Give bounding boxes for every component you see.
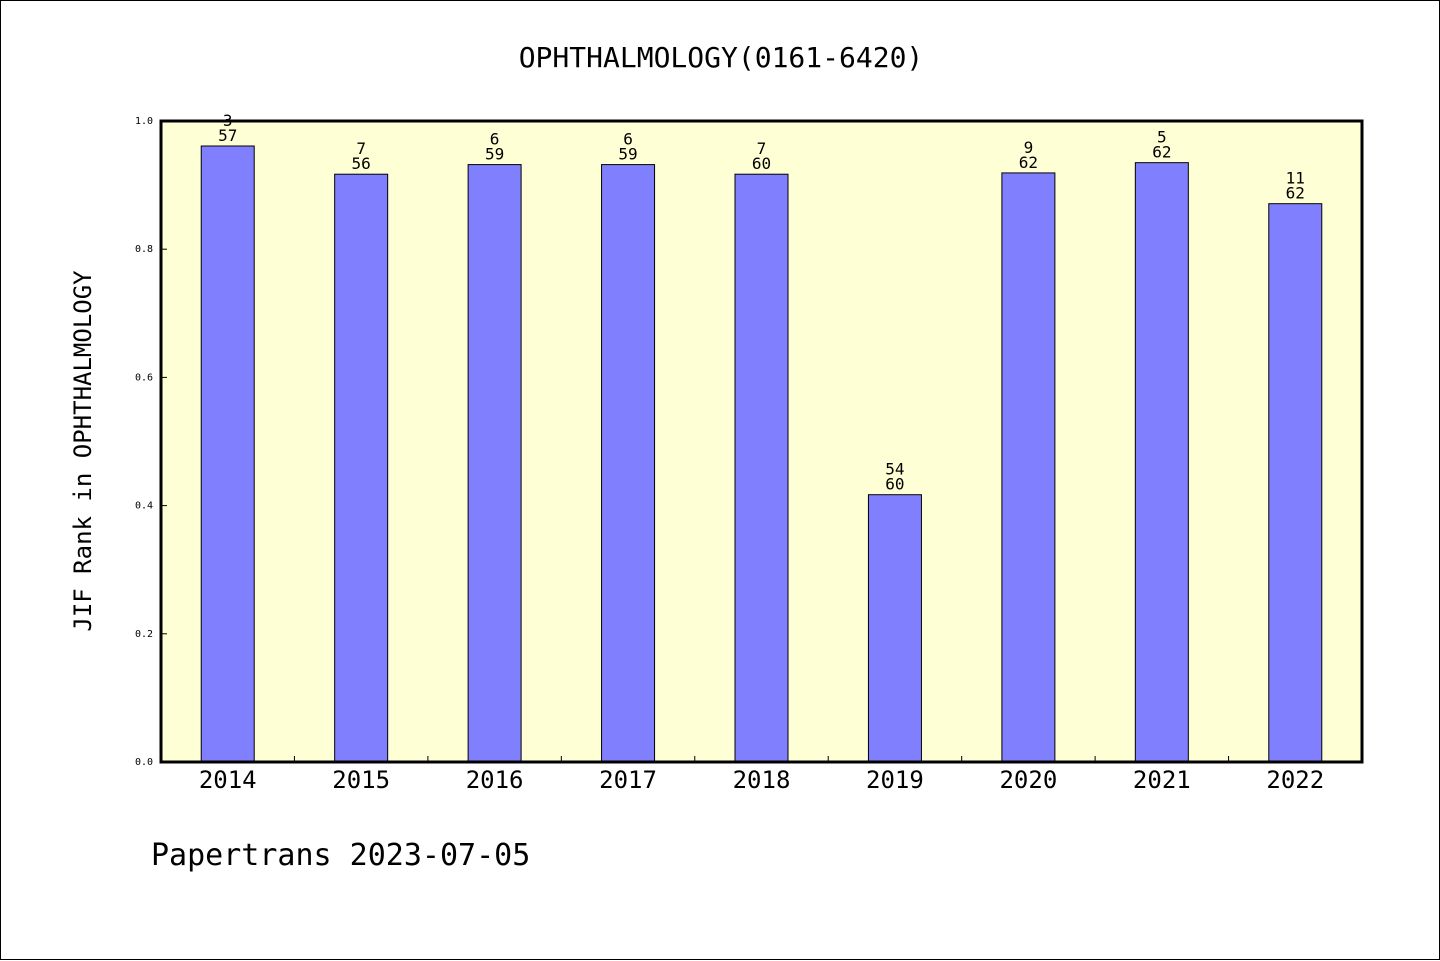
rank-label-2017: 6 [623,130,633,149]
x-tick-label-2017: 2017 [599,766,657,794]
x-tick-label-2018: 2018 [733,766,791,794]
rank-label-2022: 11 [1286,169,1305,188]
y-tick-label: 0.0 [135,757,153,768]
total-label-2018: 60 [752,154,771,173]
x-tick-label-2020: 2020 [999,766,1057,794]
bar-2020 [1001,172,1056,763]
x-tick-label-2016: 2016 [466,766,524,794]
bar-2016 [467,164,522,763]
bar-2017 [601,164,656,763]
x-tick-label-2021: 2021 [1133,766,1191,794]
total-label-2022: 62 [1286,184,1305,203]
total-label-2020: 62 [1019,153,1038,172]
total-label-2016: 59 [485,145,504,164]
x-tick-label-2019: 2019 [866,766,924,794]
y-axis-label: JIF Rank in OPHTHALMOLOGY [69,270,97,632]
total-label-2014: 57 [218,126,237,145]
bar-2015 [334,173,389,763]
bar-2021 [1134,162,1189,763]
bar-2014 [200,145,255,763]
rank-label-2016: 6 [490,130,500,149]
bar-2018 [734,173,789,763]
rank-label-2019: 54 [885,460,904,479]
y-tick-label: 0.2 [135,629,153,640]
rank-label-2015: 7 [356,139,366,158]
bar-2022 [1268,203,1323,763]
total-label-2021: 62 [1152,143,1171,162]
plot-border [159,119,1364,764]
x-axis-ticks: 2014 2015 2016 2017 2018 2019 2020 2021 2022 [199,756,1324,794]
x-tick-label-2022: 2022 [1266,766,1324,794]
x-tick-label-2014: 2014 [199,766,257,794]
y-tick-label: 0.4 [135,501,153,512]
rank-label-2021: 5 [1157,128,1167,147]
rank-label-2020: 9 [1024,138,1034,157]
total-label-2019: 60 [885,475,904,494]
y-tick-label: 0.8 [135,244,153,255]
bar-2019 [867,494,922,763]
bars [200,145,1323,763]
rank-label-2018: 7 [757,139,767,158]
y-tick-label: 1.0 [135,116,153,127]
y-tick-label: 0.6 [135,372,153,383]
footer-text: Papertrans 2023-07-05 [151,838,530,873]
x-tick-label-2015: 2015 [332,766,390,794]
total-label-2017: 59 [618,145,637,164]
total-label-2015: 56 [352,154,371,173]
chart-title: OPHTHALMOLOGY(0161-6420) [519,41,924,74]
